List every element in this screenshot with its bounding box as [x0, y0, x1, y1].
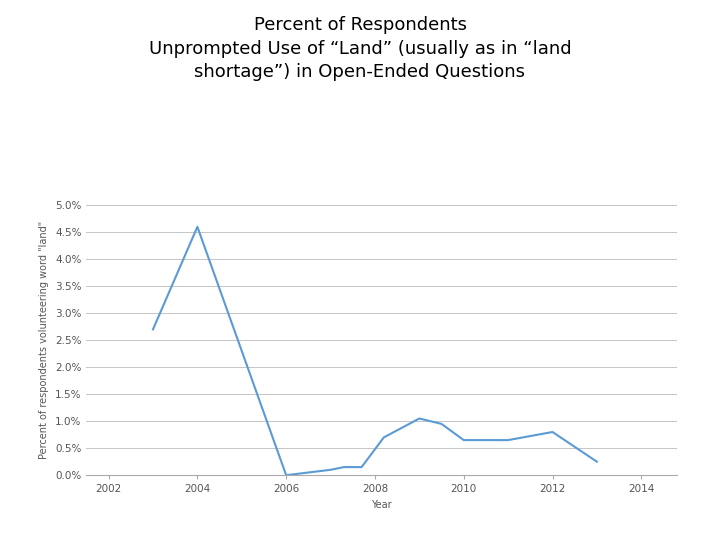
X-axis label: Year: Year [372, 500, 392, 510]
Y-axis label: Percent of respondents volunteering word "land": Percent of respondents volunteering word… [40, 221, 50, 460]
Text: Percent of Respondents
Unprompted Use of “Land” (usually as in “land
shortage”) : Percent of Respondents Unprompted Use of… [149, 16, 571, 82]
